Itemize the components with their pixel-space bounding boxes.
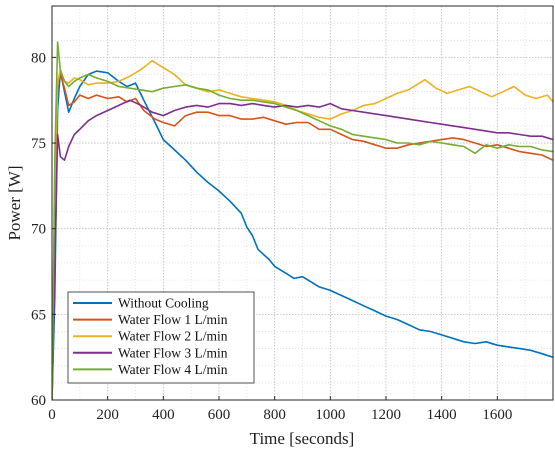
legend-box [67, 291, 255, 384]
y-tick-label: 65 [31, 307, 46, 323]
series-line-1 [52, 70, 553, 400]
x-tick-label: 0 [48, 407, 56, 423]
x-tick-label: 1400 [427, 407, 457, 423]
y-tick-label: 75 [31, 136, 46, 152]
plot-frame [51, 5, 554, 401]
x-tick-label: 600 [208, 407, 231, 423]
series-line-3 [52, 59, 553, 400]
series-lines [52, 41, 553, 400]
x-tick-label: 800 [263, 407, 286, 423]
y-tick-label: 70 [31, 222, 46, 238]
legend-label-4: Water Flow 3 L/min [118, 345, 228, 360]
y-tick-label: 80 [31, 50, 46, 66]
legend-label-5: Water Flow 4 L/min [118, 362, 228, 377]
series-line-4 [52, 99, 553, 400]
x-tick-label: 1600 [482, 407, 512, 423]
series-line-2 [52, 73, 553, 400]
x-tick-label: 1000 [315, 407, 345, 423]
legend-label-1: Without Cooling [118, 296, 209, 311]
x-tick-label: 200 [96, 407, 119, 423]
y-axis-title: Power [W] [5, 165, 24, 240]
legend-label-3: Water Flow 2 L/min [118, 329, 228, 344]
axis-ticks: 0 200 400 600 800 1000 1200 1400 1600 60 65 70 75 80 [31, 50, 512, 423]
x-tick-label: 1200 [371, 407, 401, 423]
x-axis-title: Time [seconds] [250, 429, 355, 448]
x-tick-label: 400 [152, 407, 175, 423]
legend-label-2: Water Flow 1 L/min [118, 312, 228, 327]
y-tick-label: 60 [31, 393, 46, 409]
series-line-5 [52, 41, 553, 400]
